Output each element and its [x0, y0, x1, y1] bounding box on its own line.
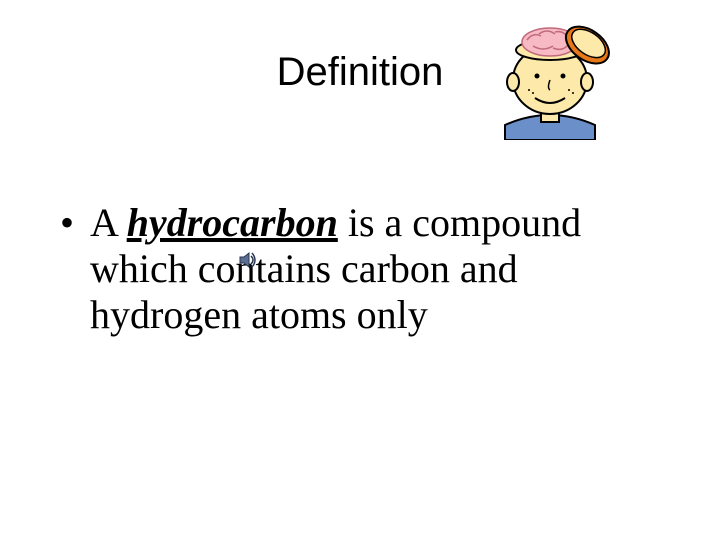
bullet-text: A hydrocarbon is a compound which contai… — [90, 200, 660, 338]
bullet-marker: • — [60, 200, 90, 246]
brain-head-icon — [475, 10, 625, 140]
bullet-item: • A hydrocarbon is a compound which cont… — [60, 200, 660, 338]
bullet-prefix: A — [90, 200, 127, 245]
speaker-icon[interactable] — [238, 250, 258, 270]
bullet-block: • A hydrocarbon is a compound which cont… — [60, 200, 660, 338]
bullet-keyword: hydrocarbon — [127, 200, 338, 245]
slide: { "title": { "text": "Definition", "font… — [0, 0, 720, 540]
slide-title: Definition — [277, 50, 444, 95]
